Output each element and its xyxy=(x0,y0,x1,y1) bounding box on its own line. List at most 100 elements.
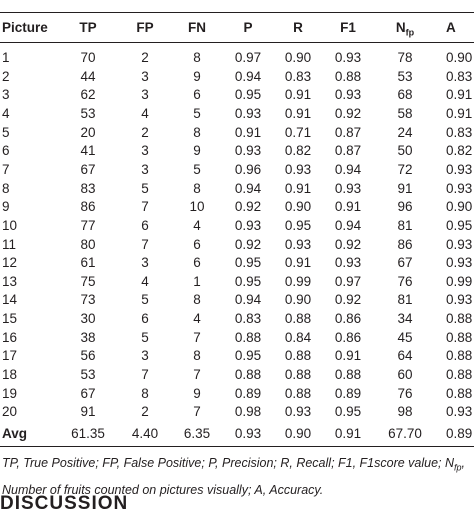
table-cell: 0.94 xyxy=(234,292,262,308)
table-cell: 18 xyxy=(2,367,18,383)
section-heading: DISCUSSION xyxy=(0,493,129,514)
table-cell: 0.95 xyxy=(234,273,262,289)
table-cell: 0.88 xyxy=(446,329,473,345)
table-cell: 3 xyxy=(141,348,149,364)
table-cell: 6 xyxy=(141,311,149,327)
footnote-subscript: fp xyxy=(454,462,462,473)
table-cell: 0.91 xyxy=(446,105,473,121)
table-cell: 0.83 xyxy=(234,311,262,327)
table-cell: 0.93 xyxy=(284,404,312,420)
table-cell: 0.97 xyxy=(234,50,262,65)
table-cell: 0.88 xyxy=(334,68,362,84)
table-cell: 10 xyxy=(189,199,205,215)
average-cell: Avg xyxy=(2,426,28,441)
table-cell: 5 xyxy=(193,105,201,121)
table-cell: 0.95 xyxy=(234,87,262,103)
table-cell: 6 xyxy=(141,217,149,233)
table-cell: 60 xyxy=(397,367,413,383)
table-cell: 98 xyxy=(397,404,413,420)
table-cell: 0.88 xyxy=(284,367,312,383)
table-cell: 0.93 xyxy=(284,236,312,252)
table-cell: 0.92 xyxy=(334,105,362,121)
table-cell: 0.83 xyxy=(446,124,473,140)
header-rule xyxy=(0,42,474,43)
table-cell: 0.91 xyxy=(284,255,312,271)
column-header: FN xyxy=(188,20,206,35)
table-cell: 75 xyxy=(80,273,96,289)
table-cell: 0.93 xyxy=(234,143,262,159)
table-cell: 0.89 xyxy=(334,385,362,401)
table-cell: 0.90 xyxy=(284,292,312,308)
table-cell: 0.87 xyxy=(334,124,362,140)
table-cell: 0.91 xyxy=(334,199,362,215)
table-cell: 83 xyxy=(80,180,96,196)
table-cell: 3 xyxy=(141,161,149,177)
table-cell: 0.90 xyxy=(446,199,473,215)
table-cell: 53 xyxy=(80,105,96,121)
column-header: R xyxy=(293,20,303,35)
table-cell: 0.86 xyxy=(334,311,362,327)
table-cell: 67 xyxy=(80,385,96,401)
table-cell: 0.88 xyxy=(234,367,262,383)
table-cell: 91 xyxy=(397,180,413,196)
table-cell: 10 xyxy=(2,217,18,233)
column-header: A xyxy=(446,20,456,35)
table-cell: 5 xyxy=(141,329,149,345)
table-cell: 6 xyxy=(193,87,201,103)
table-cell: 17 xyxy=(2,348,18,364)
table-cell: 0.91 xyxy=(284,180,312,196)
table-cell: 20 xyxy=(80,124,96,140)
column-header: FP xyxy=(136,20,154,35)
table-cell: 0.90 xyxy=(446,50,473,65)
table-cell: 3 xyxy=(141,87,149,103)
table-cell: 4 xyxy=(193,311,201,327)
table-cell: 2 xyxy=(2,68,10,84)
table-cell: 6 xyxy=(2,143,10,159)
table-cell: 0.88 xyxy=(446,367,473,383)
table-cell: 44 xyxy=(80,68,96,84)
table-cell: 3 xyxy=(141,68,149,84)
table-cell: 81 xyxy=(397,292,413,308)
table-cell: 8 xyxy=(193,124,201,140)
table-cell: 3 xyxy=(141,143,149,159)
table-cell: 0.93 xyxy=(234,217,262,233)
average-cell: 0.91 xyxy=(334,426,362,441)
table-cell: 0.95 xyxy=(234,348,262,364)
table-cell: 86 xyxy=(397,236,413,252)
table-cell: 4 xyxy=(2,105,10,121)
table-cell: 0.91 xyxy=(284,87,312,103)
table-cell: 0.95 xyxy=(334,404,362,420)
table-cell: 0.93 xyxy=(334,180,362,196)
table-cell: 7 xyxy=(141,199,149,215)
table-cell: 76 xyxy=(397,385,413,401)
table-cell: 16 xyxy=(2,329,18,345)
table-cell: 0.92 xyxy=(334,292,362,308)
table-cell: 9 xyxy=(193,143,201,159)
table-cell: 0.84 xyxy=(284,329,312,345)
table-cell: 2 xyxy=(141,404,149,420)
table-cell: 78 xyxy=(397,50,413,65)
table-cell: 8 xyxy=(141,385,149,401)
table-cell: 0.95 xyxy=(446,217,473,233)
average-cell: 61.35 xyxy=(71,426,105,441)
table-cell: 0.88 xyxy=(446,385,473,401)
table-cell: 3 xyxy=(2,87,10,103)
table-cell: 0.93 xyxy=(334,50,362,65)
table-cell: 61 xyxy=(80,255,96,271)
table-cell: 9 xyxy=(193,68,201,84)
table-cell: 4 xyxy=(193,217,201,233)
table-cell: 73 xyxy=(80,292,96,308)
table-cell: 0.91 xyxy=(334,348,362,364)
table-cell: 7 xyxy=(141,236,149,252)
average-cell: 4.40 xyxy=(131,426,159,441)
table-cell: 41 xyxy=(80,143,96,159)
column-header: Nfp xyxy=(396,20,414,41)
table-cell: 7 xyxy=(193,404,201,420)
table-cell: 0.71 xyxy=(284,124,312,140)
table-cell: 0.97 xyxy=(334,273,362,289)
table-cell: 7 xyxy=(193,367,201,383)
table-cell: 0.87 xyxy=(334,143,362,159)
table-cell: 0.99 xyxy=(284,273,312,289)
footnote-text: , Number of fruits counted on pictures v… xyxy=(2,456,466,497)
